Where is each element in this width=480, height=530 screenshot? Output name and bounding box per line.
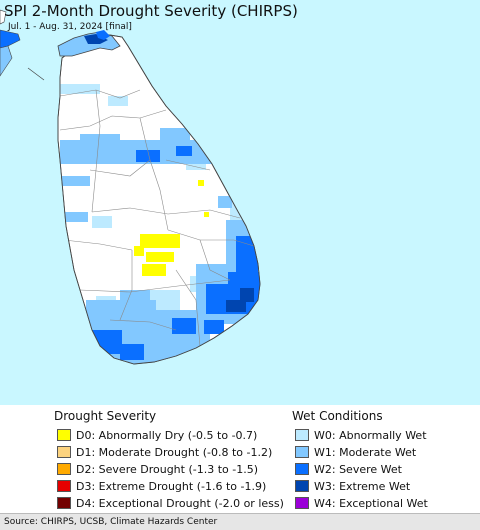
legend-label-d3: D3: Extreme Drought (-1.6 to -1.9) — [76, 480, 267, 493]
island — [57, 34, 261, 365]
sri-lanka-map — [0, 9, 261, 365]
district-boundaries — [59, 89, 255, 347]
map-area: SPI 2-Month Drought Severity (CHIRPS) Ju… — [0, 0, 480, 405]
legend-label-w3: W3: Extreme Wet — [314, 480, 411, 493]
legend-label-d1: D1: Moderate Drought (-0.8 to -1.2) — [76, 446, 273, 459]
legend-swatch-d3 — [57, 480, 71, 492]
map-subtitle: Jul. 1 - Aug. 31, 2024 [final] — [8, 22, 132, 32]
legend-label-d0: D0: Abnormally Dry (-0.5 to -0.7) — [76, 429, 258, 442]
legend-label-w2: W2: Severe Wet — [314, 463, 402, 476]
legend-swatch-d1 — [57, 446, 71, 458]
footer: Source: CHIRPS, UCSB, Climate Hazards Ce… — [0, 513, 480, 530]
map-title: SPI 2-Month Drought Severity (CHIRPS) — [4, 2, 298, 20]
jaffna-peninsula — [57, 30, 121, 57]
legend-swatch-w0 — [295, 429, 309, 441]
legend-label-d2: D2: Severe Drought (-1.3 to -1.5) — [76, 463, 259, 476]
drought-legend-title: Drought Severity — [54, 409, 157, 423]
legend-swatch-w3 — [295, 480, 309, 492]
legend: Drought Severity Wet Conditions D0: Abno… — [0, 405, 480, 513]
legend-label-w4: W4: Exceptional Wet — [314, 497, 428, 510]
legend-label-d4: D4: Exceptional Drought (-2.0 or less) — [76, 497, 284, 510]
d0-dry-areas — [134, 180, 209, 276]
source-credit: Source: CHIRPS, UCSB, Climate Hazards Ce… — [4, 517, 218, 527]
legend-swatch-w2 — [295, 463, 309, 475]
legend-swatch-d0 — [57, 429, 71, 441]
legend-swatch-d4 — [57, 497, 71, 509]
wet-legend-title: Wet Conditions — [292, 409, 383, 423]
w3-wet-areas — [226, 288, 254, 312]
legend-swatch-w1 — [295, 446, 309, 458]
legend-label-w0: W0: Abnormally Wet — [314, 429, 427, 442]
legend-swatch-w4 — [295, 497, 309, 509]
india-coast — [0, 9, 45, 81]
legend-label-w1: W1: Moderate Wet — [314, 446, 417, 459]
legend-swatch-d2 — [57, 463, 71, 475]
